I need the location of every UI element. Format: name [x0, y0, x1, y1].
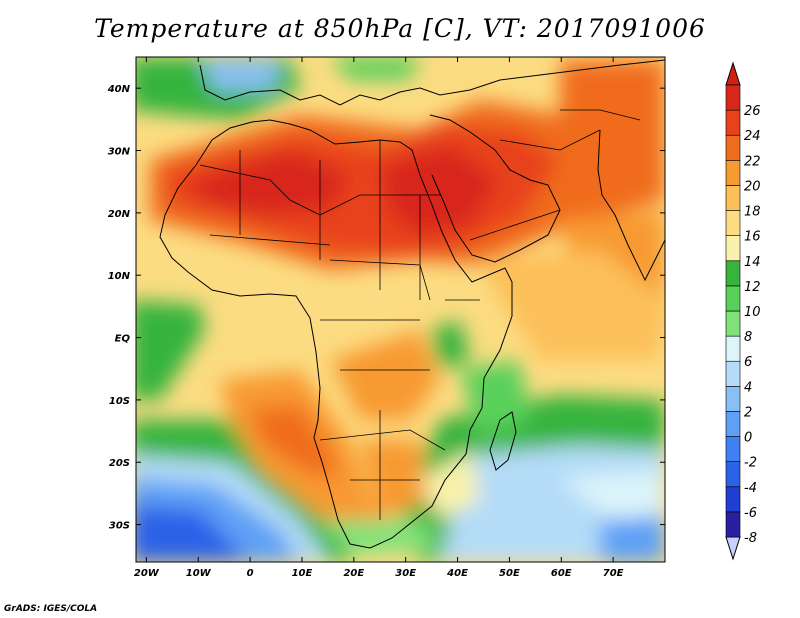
credit-text: GrADS: IGES/COLA [4, 604, 98, 614]
colorbar-swatch [725, 310, 741, 337]
colorbar-label: 22 [744, 154, 761, 169]
lon-tick-label: 10W [186, 568, 212, 579]
colorbar-swatch [725, 160, 741, 186]
colorbar-label: 4 [744, 380, 752, 395]
lat-tick-label: 20S [109, 458, 130, 469]
lon-tick-label: 30E [395, 568, 416, 579]
country-borders [199, 109, 641, 520]
colorbar-swatch [725, 360, 741, 387]
colorbar-swatch [725, 84, 741, 111]
lat-tick-label: 20N [108, 209, 131, 220]
lat-tick-label: 10N [108, 271, 131, 282]
lat-tick-label: 40N [107, 84, 131, 95]
colorbar-swatch [725, 486, 741, 513]
colorbar-label: -2 [744, 456, 757, 471]
colorbar-label: -6 [744, 506, 757, 521]
colorbar-swatch [725, 235, 741, 262]
lat-tick-label: EQ [115, 334, 131, 345]
lat-tick-label: 30S [109, 521, 130, 532]
colorbar-label: -8 [744, 531, 757, 546]
colorbar-label: 2 [744, 405, 752, 420]
colorbar-swatch [725, 210, 741, 236]
colorbar-label: 18 [744, 205, 761, 220]
colorbar-label: 0 [744, 431, 752, 446]
india-coastline [597, 129, 665, 282]
madagascar-coastline [489, 411, 517, 471]
colorbar-label: 12 [744, 280, 761, 295]
lon-tick-label: 40E [446, 568, 468, 579]
colorbar-label: 14 [744, 255, 761, 270]
longitude-ticks: 20W 10W 0 10E 20E 30E 40E 50E 60E 70E [134, 57, 624, 579]
colorbar-label: -4 [744, 481, 757, 496]
colorbar-under-triangle [725, 536, 741, 561]
colorbar-swatch [725, 285, 741, 312]
colorbar-swatch [725, 335, 741, 362]
colorbar-label: 6 [744, 355, 752, 370]
colorbar-swatch [725, 511, 741, 538]
colorbar-swatch [725, 461, 741, 488]
lon-tick-label: 70E [603, 568, 624, 579]
lon-tick-label: 20E [343, 568, 364, 579]
colorbar-swatch [725, 411, 741, 437]
colorbar-label: 26 [744, 104, 761, 119]
lon-tick-label: 50E [499, 568, 520, 579]
colorbar-label: 24 [744, 129, 761, 144]
coastlines [159, 59, 665, 549]
colorbar-label: 20 [744, 179, 761, 194]
lon-tick-label: 20W [134, 568, 160, 579]
lon-tick-label: 0 [247, 568, 254, 579]
lon-tick-label: 10E [292, 568, 313, 579]
colorbar-swatch [725, 185, 741, 211]
colorbar-swatch [725, 260, 741, 287]
lon-tick-label: 60E [551, 568, 572, 579]
colorbar-swatch [725, 134, 741, 161]
europe-coastline [199, 59, 665, 106]
lat-tick-label: 10S [109, 396, 130, 407]
temperature-field [136, 57, 665, 562]
colorbar-label: 8 [744, 330, 752, 345]
colorbar-over-triangle [725, 61, 741, 86]
africa-coastline [159, 119, 513, 549]
map-title: Temperature at 850hPa [C], VT: 201709100… [94, 14, 706, 43]
map-frame [135, 56, 666, 563]
colorbar-swatch [725, 109, 741, 136]
colorbar-label: 10 [744, 305, 761, 320]
latitude-ticks: 40N 30N 20N 10N EQ 10S 20S 30S [107, 84, 665, 532]
colorbar-swatch [725, 386, 741, 412]
colorbar-swatch [725, 436, 741, 462]
colorbar-label: 16 [744, 230, 761, 245]
lat-tick-label: 30N [108, 147, 131, 158]
